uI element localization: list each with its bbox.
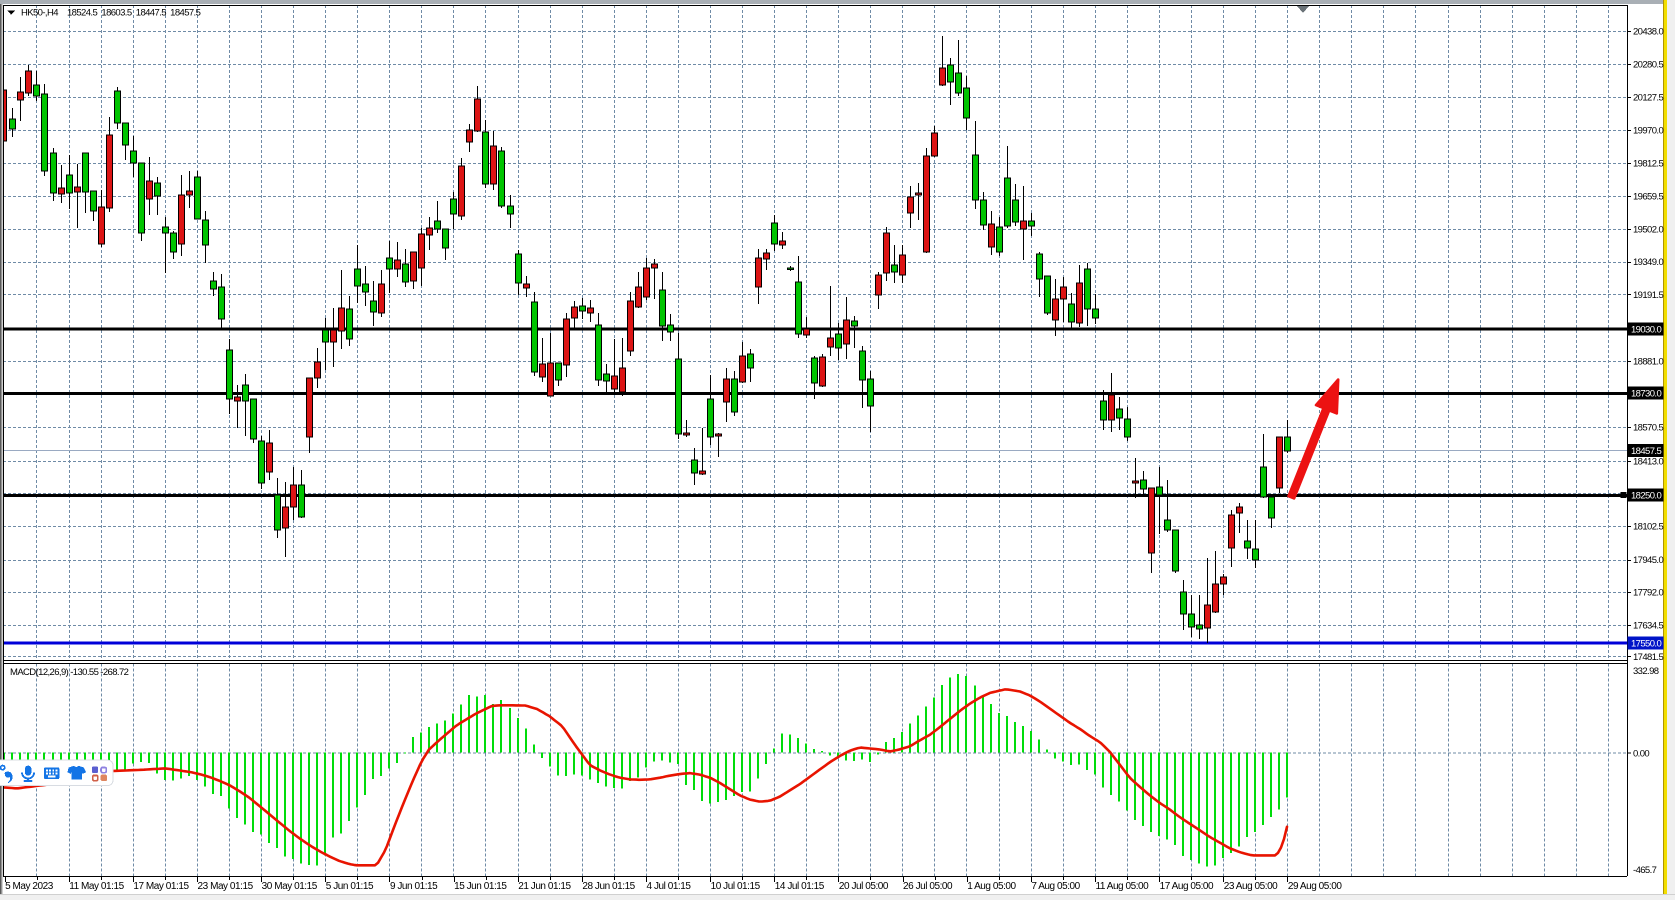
svg-text:17945.0: 17945.0 <box>1633 555 1663 566</box>
svg-text:18524.5 18603.5 18447.5 18457.: 18524.5 18603.5 18447.5 18457.5 <box>67 8 201 19</box>
svg-text:14 Jul 01:15: 14 Jul 01:15 <box>775 881 825 892</box>
svg-text:17 May 01:15: 17 May 01:15 <box>133 881 189 892</box>
svg-text:9 Jun 01:15: 9 Jun 01:15 <box>390 881 438 892</box>
svg-text:19030.0: 19030.0 <box>1631 325 1661 336</box>
svg-text:19812.5: 19812.5 <box>1633 159 1663 170</box>
svg-text:18730.0: 18730.0 <box>1631 389 1661 400</box>
svg-text:5 May 2023: 5 May 2023 <box>5 881 54 892</box>
svg-text:7 Aug 05:00: 7 Aug 05:00 <box>1031 881 1080 892</box>
svg-text:29 Aug 05:00: 29 Aug 05:00 <box>1288 881 1342 892</box>
svg-text:19349.0: 19349.0 <box>1633 257 1663 268</box>
svg-text:18457.5: 18457.5 <box>1631 446 1661 457</box>
svg-text:17550.0: 17550.0 <box>1631 639 1661 650</box>
svg-text:18413.0: 18413.0 <box>1633 457 1663 468</box>
svg-text:20280.5: 20280.5 <box>1633 60 1663 71</box>
svg-text:18570.5: 18570.5 <box>1633 423 1663 434</box>
svg-text:HK50-,H4: HK50-,H4 <box>21 8 58 19</box>
svg-text:21 Jun 01:15: 21 Jun 01:15 <box>518 881 571 892</box>
svg-text:5 Jun 01:15: 5 Jun 01:15 <box>326 881 374 892</box>
svg-text:15 Jun 01:15: 15 Jun 01:15 <box>454 881 507 892</box>
svg-text:28 Jun 01:15: 28 Jun 01:15 <box>582 881 635 892</box>
svg-text:332.98: 332.98 <box>1633 666 1659 677</box>
svg-text:11 May 01:15: 11 May 01:15 <box>69 881 124 892</box>
svg-text:18250.0: 18250.0 <box>1631 491 1661 502</box>
svg-text:18102.5: 18102.5 <box>1633 522 1663 533</box>
svg-text:20438.0: 20438.0 <box>1633 27 1663 38</box>
svg-text:17792.0: 17792.0 <box>1633 588 1663 599</box>
svg-text:23 Aug 05:00: 23 Aug 05:00 <box>1224 881 1278 892</box>
svg-text:1 Aug 05:00: 1 Aug 05:00 <box>967 881 1016 892</box>
svg-text:18881.0: 18881.0 <box>1633 357 1663 368</box>
svg-text:23 May 01:15: 23 May 01:15 <box>198 881 254 892</box>
svg-text:11 Aug 05:00: 11 Aug 05:00 <box>1095 881 1149 892</box>
svg-text:4 Jul 01:15: 4 Jul 01:15 <box>647 881 692 892</box>
svg-text:20127.5: 20127.5 <box>1633 93 1663 104</box>
svg-text:MACD(12,26,9) -130.55 -268.72: MACD(12,26,9) -130.55 -268.72 <box>10 667 129 678</box>
svg-text:17 Aug 05:00: 17 Aug 05:00 <box>1160 881 1214 892</box>
svg-text:0.00: 0.00 <box>1633 749 1649 760</box>
svg-text:10 Jul 01:15: 10 Jul 01:15 <box>711 881 761 892</box>
svg-text:17634.5: 17634.5 <box>1633 621 1663 632</box>
svg-text:-465.7: -465.7 <box>1633 865 1657 876</box>
svg-text:30 May 01:15: 30 May 01:15 <box>262 881 318 892</box>
svg-text:19970.0: 19970.0 <box>1633 126 1663 137</box>
svg-text:19659.5: 19659.5 <box>1633 192 1663 203</box>
svg-text:19191.5: 19191.5 <box>1633 290 1663 301</box>
svg-text:20 Jul 05:00: 20 Jul 05:00 <box>839 881 889 892</box>
svg-text:19502.0: 19502.0 <box>1633 225 1663 236</box>
svg-text:26 Jul 05:00: 26 Jul 05:00 <box>903 881 953 892</box>
svg-text:17481.5: 17481.5 <box>1633 652 1663 663</box>
